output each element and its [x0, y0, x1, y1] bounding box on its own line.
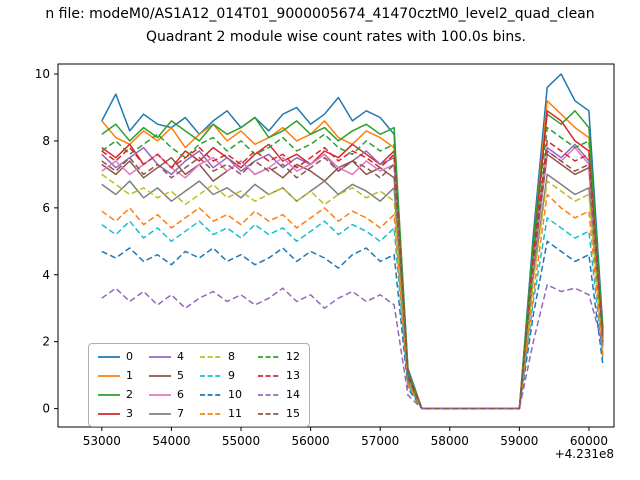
series-line-11 — [101, 193, 604, 410]
y-tick-label: 6 — [42, 201, 50, 215]
legend-line-sample — [98, 374, 120, 377]
legend-label: 5 — [177, 369, 184, 382]
legend-item-6: 6 — [149, 388, 184, 401]
axes-title: Quadrant 2 module wise count rates with … — [146, 29, 526, 45]
legend-item-15: 15 — [258, 407, 300, 420]
legend-line-sample — [149, 412, 171, 415]
legend-line-sample — [98, 355, 120, 358]
y-tick-label: 2 — [42, 335, 50, 349]
legend-line-sample — [149, 355, 171, 358]
figure-title: n file: modeM0/AS1A12_014T01_9000005674_… — [45, 6, 595, 22]
legend-line-sample — [258, 412, 280, 415]
legend-item-8: 8 — [200, 350, 242, 363]
legend-line-sample — [258, 393, 280, 396]
legend-line-sample — [98, 393, 120, 396]
legend-item-11: 11 — [200, 407, 242, 420]
legend-label: 11 — [228, 407, 242, 420]
legend-item-1: 1 — [98, 369, 133, 382]
legend-label: 0 — [126, 350, 133, 363]
series-line-10 — [101, 240, 604, 410]
x-tick-label: 54000 — [152, 434, 190, 448]
legend-label: 9 — [228, 369, 235, 382]
legend-label: 15 — [286, 407, 300, 420]
y-tick-label: 10 — [35, 67, 50, 81]
legend-label: 14 — [286, 388, 300, 401]
x-axis-offset-label: +4.231e8 — [554, 447, 614, 461]
legend-label: 13 — [286, 369, 300, 382]
legend-line-sample — [200, 412, 222, 415]
x-tick-label: 58000 — [431, 434, 469, 448]
legend-label: 4 — [177, 350, 184, 363]
legend-line-sample — [200, 393, 222, 396]
x-tick-label: 60000 — [570, 434, 608, 448]
series-line-15 — [101, 150, 604, 410]
x-tick-label: 55000 — [222, 434, 260, 448]
legend-label: 6 — [177, 388, 184, 401]
legend-line-sample — [149, 374, 171, 377]
legend-label: 10 — [228, 388, 242, 401]
legend-item-0: 0 — [98, 350, 133, 363]
legend-item-2: 2 — [98, 388, 133, 401]
y-tick-label: 4 — [42, 268, 50, 282]
legend-item-4: 4 — [149, 350, 184, 363]
series-line-12 — [101, 126, 604, 410]
legend-item-9: 9 — [200, 369, 242, 382]
y-tick-label: 8 — [42, 134, 50, 148]
legend-line-sample — [258, 374, 280, 377]
x-tick-label: 59000 — [500, 434, 538, 448]
legend-label: 2 — [126, 388, 133, 401]
legend-item-13: 13 — [258, 369, 300, 382]
legend-label: 3 — [126, 407, 133, 420]
legend-item-5: 5 — [149, 369, 184, 382]
legend: 0 1 2 3 4 5 6 7 8 9 10 11 12 13 14 15 — [88, 343, 310, 427]
x-tick-label: 53000 — [83, 434, 121, 448]
legend-label: 7 — [177, 407, 184, 420]
legend-label: 8 — [228, 350, 235, 363]
legend-item-14: 14 — [258, 388, 300, 401]
y-tick-label: 0 — [42, 402, 50, 416]
axes-spines — [57, 63, 615, 428]
legend-label: 12 — [286, 350, 300, 363]
legend-line-sample — [200, 355, 222, 358]
legend-label: 1 — [126, 369, 133, 382]
legend-line-sample — [258, 355, 280, 358]
x-tick-label: 57000 — [361, 434, 399, 448]
legend-line-sample — [200, 374, 222, 377]
x-tick-label: 56000 — [292, 434, 330, 448]
legend-item-7: 7 — [149, 407, 184, 420]
legend-item-10: 10 — [200, 388, 242, 401]
legend-item-3: 3 — [98, 407, 133, 420]
legend-line-sample — [149, 393, 171, 396]
legend-item-12: 12 — [258, 350, 300, 363]
legend-line-sample — [98, 412, 120, 415]
